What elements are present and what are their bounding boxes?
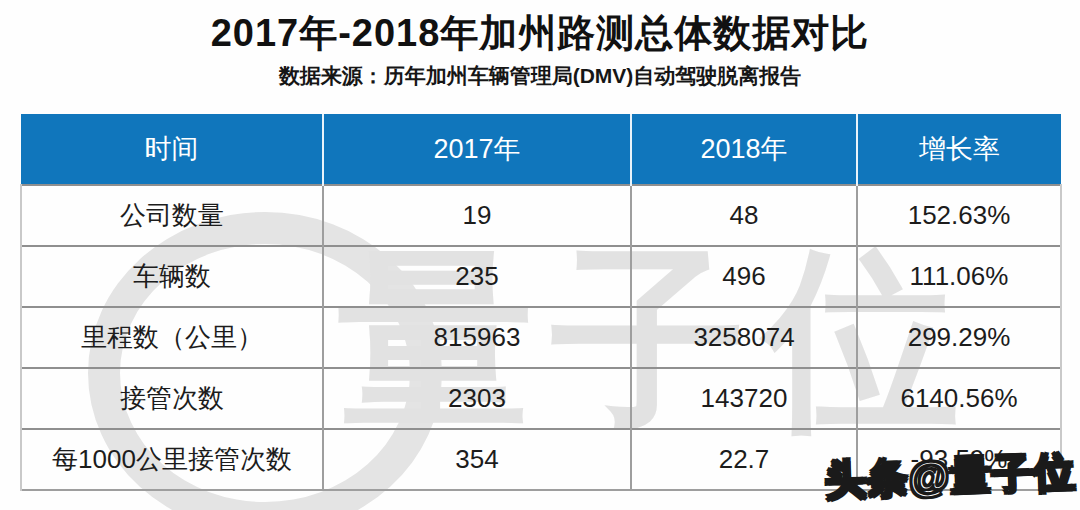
infographic-page: 2017年-2018年加州路测总体数据对比 数据来源：历年加州车辆管理局(DMV… — [0, 0, 1080, 510]
value-2017: 235 — [323, 246, 631, 307]
col-header-2018: 2018年 — [631, 114, 857, 185]
row-label: 里程数（公里） — [21, 307, 323, 368]
row-label: 每1000公里接管次数 — [21, 429, 323, 490]
value-2018: 143720 — [631, 368, 857, 429]
row-label: 车辆数 — [21, 246, 323, 307]
growth-value: 152.63% — [857, 185, 1061, 246]
toutiao-qbitai-watermark: 头条@量子位 — [824, 445, 1077, 509]
growth-value: 111.06% — [857, 246, 1061, 307]
value-2018: 48 — [631, 185, 857, 246]
table-body: 公司数量 19 48 152.63% 车辆数 235 496 111.06% 里… — [21, 185, 1061, 490]
data-source-subtitle: 数据来源：历年加州车辆管理局(DMV)自动驾驶脱离报告 — [0, 62, 1080, 90]
comparison-table: 时间 2017年 2018年 增长率 公司数量 19 48 152.63% 车辆… — [20, 114, 1062, 491]
value-2018: 3258074 — [631, 307, 857, 368]
growth-value: 6140.56% — [857, 368, 1061, 429]
row-label: 公司数量 — [21, 185, 323, 246]
row-label: 接管次数 — [21, 368, 323, 429]
value-2018: 22.7 — [631, 429, 857, 490]
value-2017: 2303 — [323, 368, 631, 429]
table-header: 时间 2017年 2018年 增长率 — [21, 114, 1061, 185]
col-header-time: 时间 — [21, 114, 323, 185]
value-2017: 19 — [323, 185, 631, 246]
table-row-mileage: 里程数（公里） 815963 3258074 299.29% — [21, 307, 1061, 368]
col-header-2017: 2017年 — [323, 114, 631, 185]
growth-value: 299.29% — [857, 307, 1061, 368]
table-row-vehicles: 车辆数 235 496 111.06% — [21, 246, 1061, 307]
table-row-disengagements: 接管次数 2303 143720 6140.56% — [21, 368, 1061, 429]
value-2018: 496 — [631, 246, 857, 307]
header-row: 时间 2017年 2018年 增长率 — [21, 114, 1061, 185]
col-header-growth-rate: 增长率 — [857, 114, 1061, 185]
value-2017: 354 — [323, 429, 631, 490]
page-title: 2017年-2018年加州路测总体数据对比 — [0, 8, 1080, 59]
table-row-companies: 公司数量 19 48 152.63% — [21, 185, 1061, 246]
value-2017: 815963 — [323, 307, 631, 368]
